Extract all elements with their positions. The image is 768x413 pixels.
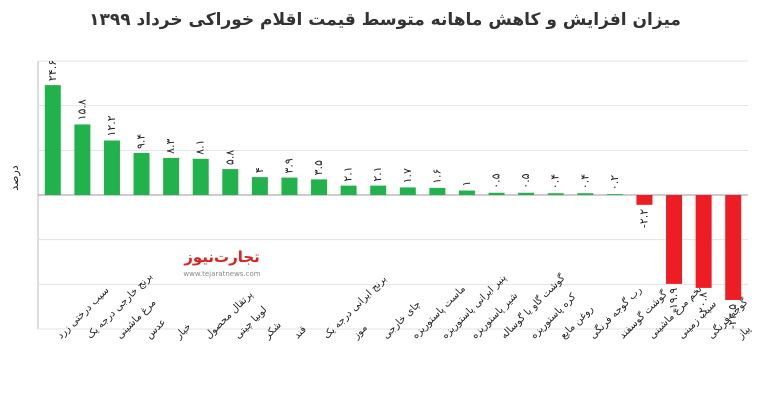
bar [74,124,91,195]
value-label: ۰.۵ [490,173,503,188]
bar [577,193,594,195]
bar [370,185,387,195]
value-label: ۱ [460,181,473,187]
value-label: ۸.۱ [194,139,207,154]
value-label: -۲.۲ [637,209,650,228]
value-label: ۹.۴ [135,134,148,149]
value-label: ۱.۷ [401,168,414,183]
value-label: ۰.۵ [519,173,532,188]
x-tick-label: خیار [173,321,194,342]
value-label: ۳.۵ [312,160,325,175]
logo-name: تجارت‌نیوز [183,248,260,266]
value-label: ۲.۱ [371,166,384,181]
bar [311,179,328,195]
value-label: ۲.۱ [342,166,355,181]
value-label: ۰.۴ [549,174,562,189]
bar [340,185,357,195]
bar [725,195,742,300]
bar [695,195,712,288]
bar [133,153,150,195]
bar [488,192,505,195]
bar [103,140,120,195]
x-tick-label: قند [292,324,309,341]
bar [606,194,623,195]
value-label: ۳.۹ [282,158,295,173]
value-label: ۰.۲ [608,175,621,190]
bar [458,190,475,195]
value-label: ۰.۴ [578,174,591,189]
bar [163,157,180,195]
x-tick-label: رب گوجه فرنگی [587,284,644,341]
value-label: ۱۲.۲ [105,115,118,136]
bar [399,187,416,195]
value-label: ۴ [253,167,266,173]
value-label: ۵.۸ [223,150,236,165]
bar [666,195,683,284]
value-label: -۱۹.۹ [667,288,680,313]
value-label: -۲۳.۵ [726,304,739,329]
value-label: ۱۵.۸ [75,99,88,120]
bar [547,193,564,195]
bar [222,169,239,195]
bar [429,187,446,195]
bar [192,158,209,195]
value-label: ۲۴.۶ [46,60,59,81]
chart-title: میزان افزایش و کاهش ماهانه متوسط قیمت اق… [89,10,681,30]
x-tick-label: سیب درختی زرد [55,285,111,341]
bar [281,177,298,195]
x-tick-label: موز [350,323,369,342]
x-tick-label: شکر [262,320,284,342]
bar [518,192,535,195]
bar [636,195,653,205]
value-label: ۸.۳ [164,139,177,154]
logo-url: www.tejaratnews.com [183,270,260,278]
x-tick-label: ماست پاستوریزه [410,284,468,342]
bar [251,177,268,195]
bar [44,85,61,195]
value-label: ۱.۶ [430,169,443,184]
value-label: -۲۰.۸ [697,292,710,317]
y-axis-label: درصد [8,165,21,190]
